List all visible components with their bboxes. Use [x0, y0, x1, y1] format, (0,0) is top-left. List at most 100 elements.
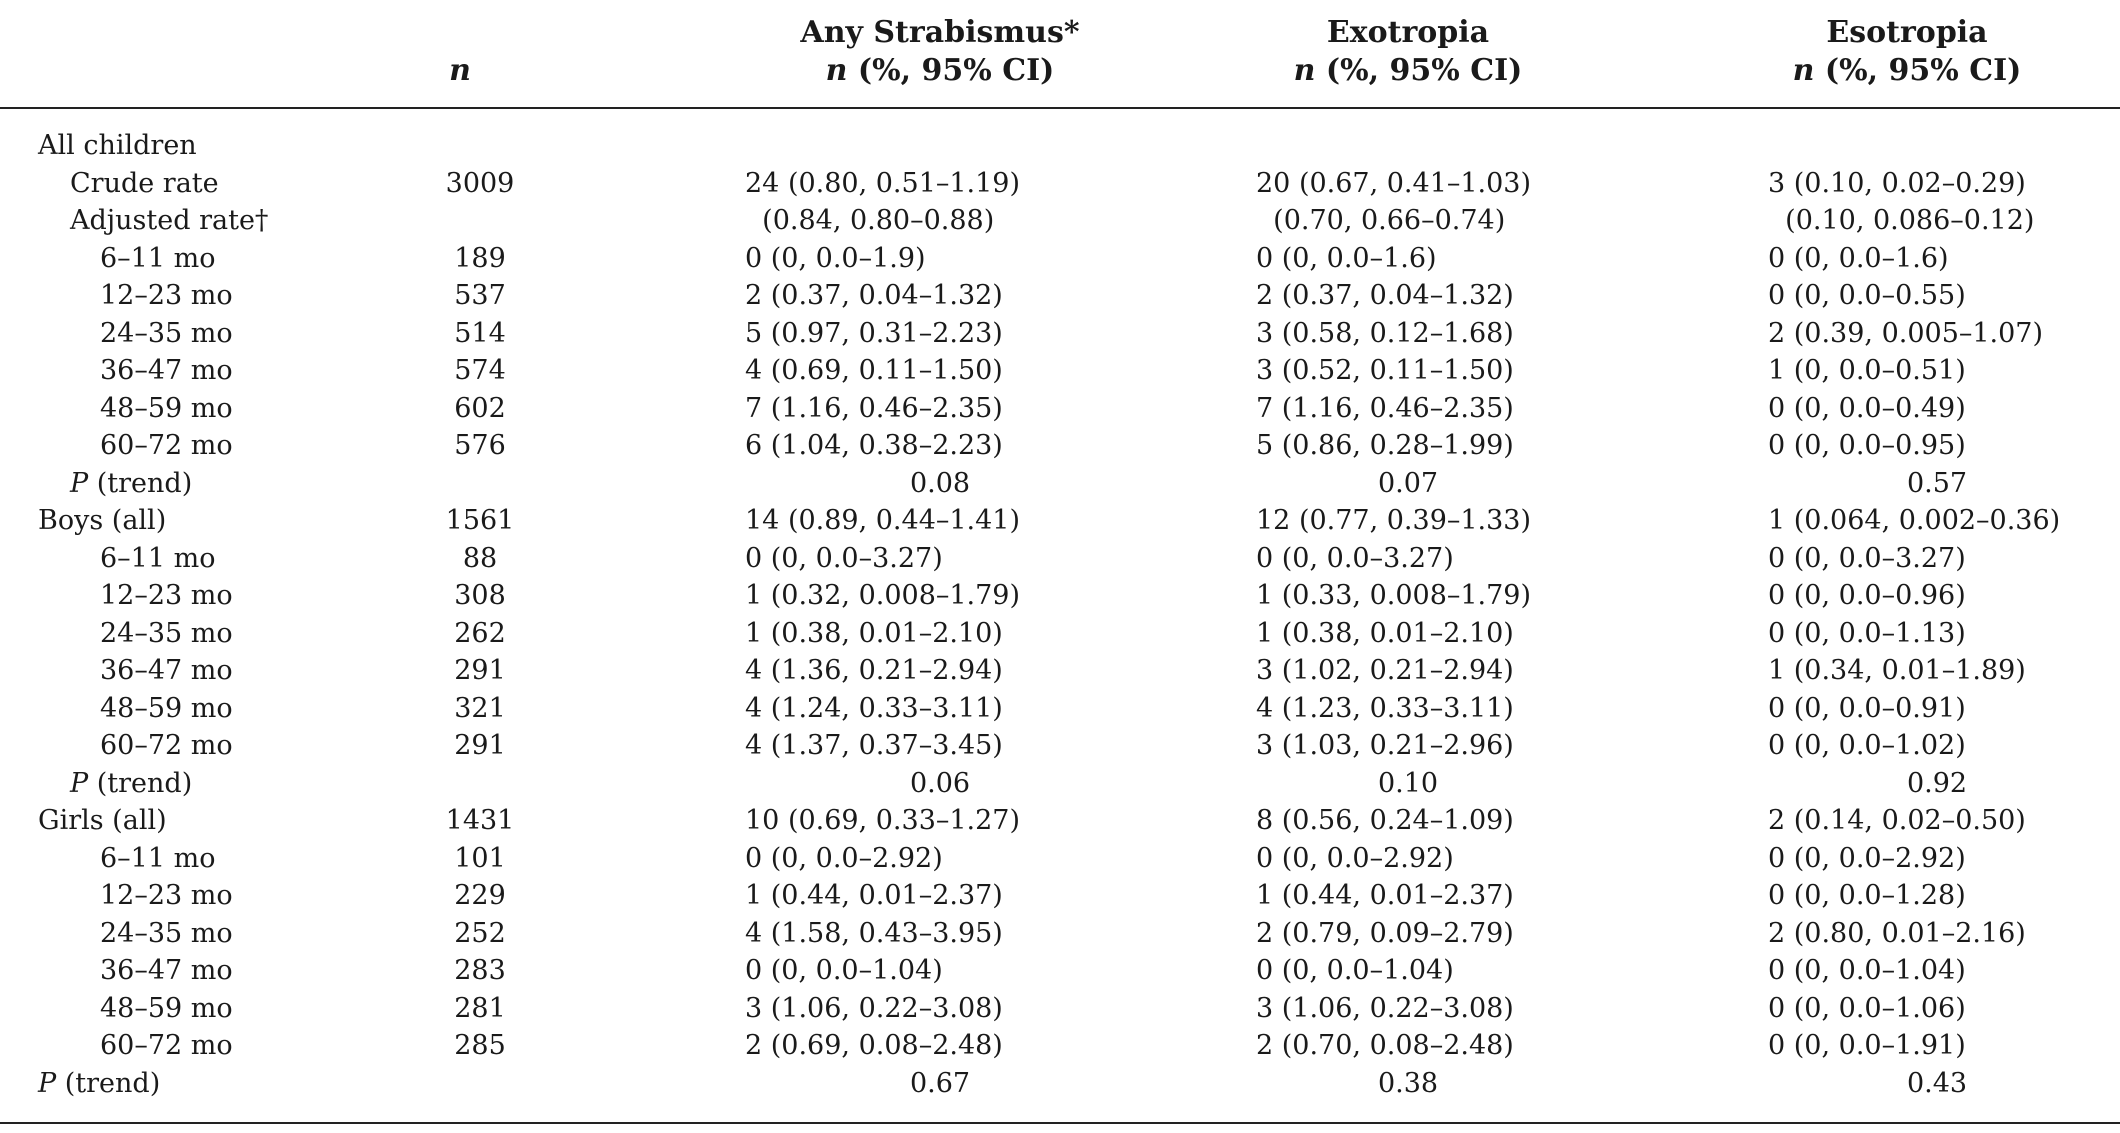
row-label: 6–11 mo: [100, 542, 216, 574]
row-label: 48–59 mo: [100, 692, 233, 724]
cell-exo: 2 (0.37, 0.04–1.32): [1256, 280, 1514, 311]
table-row: 36–47 mo 574 4 (0.69, 0.11–1.50) 3 (0.52, 0…: [0, 352, 2120, 390]
header-rule: [0, 107, 2120, 109]
table-row: Adjusted rate† (0.84, 0.80–0.88) (0.70, …: [0, 202, 2120, 240]
table-row: 6–11 mo 101 0 (0, 0.0–2.92) 0 (0, 0.0–2.92)…: [0, 840, 2120, 878]
cell-eso: 2 (0.14, 0.02–0.50): [1768, 805, 2026, 836]
table-row: 60–72 mo 576 6 (1.04, 0.38–2.23) 5 (0.86, 0…: [0, 427, 2120, 465]
cell-any: 5 (0.97, 0.31–2.23): [745, 317, 1003, 349]
cell-exo: 1 (0.44, 0.01–2.37): [1256, 880, 1514, 911]
cell-eso: 0.57: [1906, 467, 1968, 499]
cell-any: 10 (0.69, 0.33–1.27): [745, 805, 1021, 836]
cell-any: 0.06: [909, 767, 971, 799]
table-row: 48–59 mo 321 4 (1.24, 0.33–3.11) 4 (1.23, 0…: [0, 690, 2120, 728]
p-label: (trend): [96, 467, 193, 499]
cell-eso: 0 (0, 0.0–1.04): [1768, 955, 1966, 986]
cell-exo: 1 (0.33, 0.008–1.79): [1256, 580, 1532, 611]
cell-n: 537: [454, 280, 506, 311]
cell-any: 0 (0, 0.0–1.9): [745, 242, 926, 274]
table-row: 12–23 mo 537 2 (0.37, 0.04–1.32) 2 (0.37, 0…: [0, 277, 2120, 315]
bottom-rule: [0, 1122, 2120, 1124]
table-row: All children: [0, 127, 2120, 165]
cell-n: 574: [454, 355, 506, 386]
row-label: 12–23 mo: [100, 880, 233, 911]
cell-any: 3 (1.06, 0.22–3.08): [745, 992, 1003, 1024]
cell-n: 285: [454, 1030, 506, 1061]
table-row: P (trend) 0.67 0.38 0.43: [0, 1065, 2120, 1103]
cell-n: 101: [454, 842, 506, 874]
header-esotropia: Esotropia n (%, 95% CI): [1697, 14, 2117, 100]
cell-exo: 1 (0.38, 0.01–2.10): [1256, 617, 1514, 649]
cell-n: 3009: [445, 167, 515, 199]
header-eso-title: Esotropia: [1826, 15, 1988, 50]
row-label: Crude rate: [70, 167, 219, 199]
header-eso-sub-rest: (%, 95% CI): [1814, 53, 2022, 88]
cell-exo: 8 (0.56, 0.24–1.09): [1256, 805, 1514, 836]
header-any-subtitle: n (%, 95% CI): [700, 52, 1180, 90]
header-eso-subtitle: n (%, 95% CI): [1697, 52, 2117, 90]
cell-any: 0 (0, 0.0–1.04): [745, 955, 943, 986]
header-exotropia: Exotropia n (%, 95% CI): [1168, 14, 1648, 100]
row-label: Adjusted rate†: [70, 205, 269, 236]
row-label: 36–47 mo: [100, 355, 233, 386]
cell-exo: 3 (1.06, 0.22–3.08): [1256, 992, 1514, 1024]
cell-any: 4 (1.24, 0.33–3.11): [745, 692, 1003, 724]
cell-any: (0.84, 0.80–0.88): [745, 205, 995, 236]
row-label: 48–59 mo: [100, 392, 233, 424]
cell-any: 0 (0, 0.0–2.92): [745, 842, 943, 874]
cell-any: 1 (0.44, 0.01–2.37): [745, 880, 1003, 911]
table-row: 12–23 mo 229 1 (0.44, 0.01–2.37) 1 (0.44, 0…: [0, 877, 2120, 915]
p-symbol: P: [70, 767, 89, 799]
cell-n: 308: [454, 580, 506, 611]
cell-eso: 0 (0, 0.0–3.27): [1768, 542, 1966, 574]
cell-any: 2 (0.69, 0.08–2.48): [745, 1030, 1003, 1061]
cell-exo: 0 (0, 0.0–2.92): [1256, 842, 1454, 874]
table-row: 60–72 mo 291 4 (1.37, 0.37–3.45) 3 (1.03, 0…: [0, 727, 2120, 765]
cell-exo: 5 (0.86, 0.28–1.99): [1256, 430, 1514, 461]
table-row: 24–35 mo 252 4 (1.58, 0.43–3.95) 2 (0.79, 0…: [0, 915, 2120, 953]
table-row: 48–59 mo 281 3 (1.06, 0.22–3.08) 3 (1.06, 0…: [0, 990, 2120, 1028]
cell-any: 4 (1.37, 0.37–3.45): [745, 730, 1003, 761]
cell-exo: 3 (1.03, 0.21–2.96): [1256, 730, 1514, 761]
cell-eso: 0 (0, 0.0–1.6): [1768, 242, 1949, 274]
cell-eso: 0 (0, 0.0–0.49): [1768, 392, 1966, 424]
cell-n: 514: [454, 317, 506, 349]
cell-eso: 0 (0, 0.0–0.96): [1768, 580, 1966, 611]
row-label: 12–23 mo: [100, 280, 233, 311]
cell-exo: 12 (0.77, 0.39–1.33): [1256, 505, 1532, 536]
cell-any: 4 (1.58, 0.43–3.95): [745, 917, 1003, 949]
table-row: P (trend) 0.06 0.10 0.92: [0, 765, 2120, 803]
cell-eso: 0 (0, 0.0–1.91): [1768, 1030, 1966, 1061]
table-row: 36–47 mo 291 4 (1.36, 0.21–2.94) 3 (1.02, 0…: [0, 652, 2120, 690]
cell-eso: 3 (0.10, 0.02–0.29): [1768, 167, 2026, 199]
cell-eso: 0 (0, 0.0–1.02): [1768, 730, 1966, 761]
cell-exo: 0 (0, 0.0–1.6): [1256, 242, 1437, 274]
cell-exo: 3 (1.02, 0.21–2.94): [1256, 655, 1514, 686]
table-row: 48–59 mo 602 7 (1.16, 0.46–2.35) 7 (1.16, 0…: [0, 390, 2120, 428]
cell-any: 0.67: [909, 1067, 971, 1099]
cell-eso: 0 (0, 0.0–0.95): [1768, 430, 1966, 461]
cell-eso: 0 (0, 0.0–2.92): [1768, 842, 1966, 874]
row-label: 24–35 mo: [100, 917, 233, 949]
header-any-title: Any Strabismus*: [800, 15, 1080, 50]
cell-eso: 0 (0, 0.0–0.55): [1768, 280, 1966, 311]
cell-n: 602: [454, 392, 506, 424]
cell-any: 6 (1.04, 0.38–2.23): [745, 430, 1003, 461]
cell-any: 24 (0.80, 0.51–1.19): [745, 167, 1021, 199]
table-row: 6–11 mo 88 0 (0, 0.0–3.27) 0 (0, 0.0–3.27) 0…: [0, 540, 2120, 578]
table-body: All children Crude rate 3009 24 (0.80, 0.51…: [0, 127, 2120, 1102]
cell-eso: 1 (0.34, 0.01–1.89): [1768, 655, 2026, 686]
cell-n: 1561: [445, 505, 515, 536]
table-row: Girls (all) 1431 10 (0.69, 0.33–1.27) 8 (0.…: [0, 802, 2120, 840]
row-label: P (trend): [70, 765, 192, 803]
cell-any: 1 (0.32, 0.008–1.79): [745, 580, 1021, 611]
row-label: 48–59 mo: [100, 992, 233, 1024]
table-row: 36–47 mo 283 0 (0, 0.0–1.04) 0 (0, 0.0–1.04…: [0, 952, 2120, 990]
header-any-sub-n: n: [825, 53, 848, 88]
cell-any: 0.08: [909, 467, 971, 499]
cell-eso: 0.92: [1906, 767, 1968, 799]
row-label: 6–11 mo: [100, 242, 216, 274]
table-row: P (trend) 0.08 0.07 0.57: [0, 465, 2120, 503]
table-row: 6–11 mo 189 0 (0, 0.0–1.9) 0 (0, 0.0–1.6) 0 …: [0, 240, 2120, 278]
cell-eso: 0 (0, 0.0–0.91): [1768, 692, 1966, 724]
